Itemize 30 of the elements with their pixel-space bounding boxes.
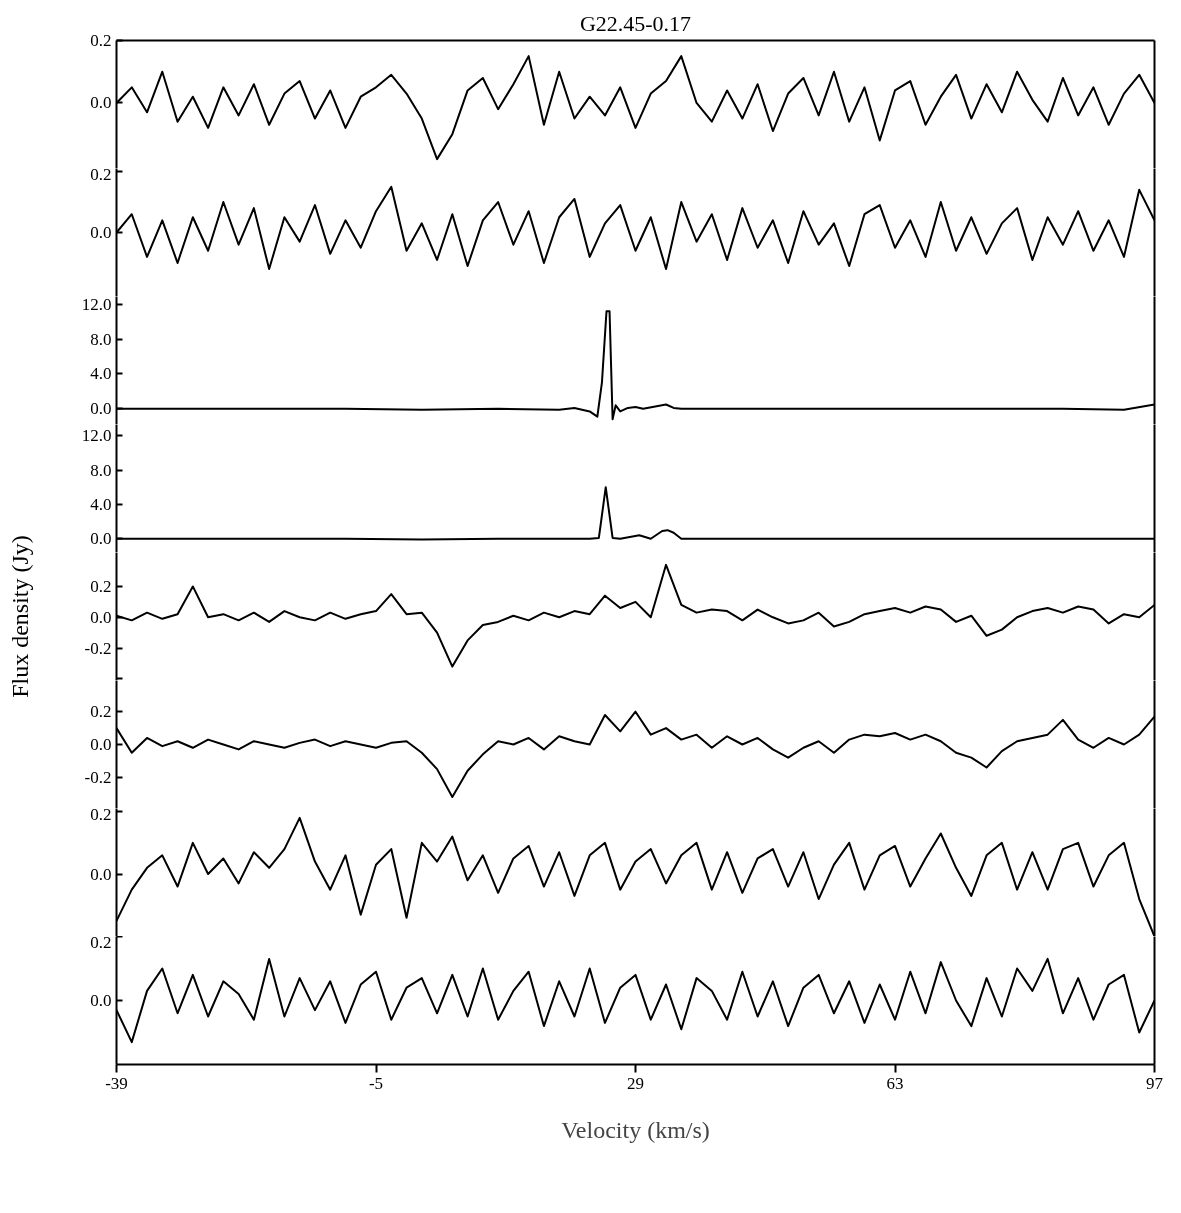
y-tick-label: 0.2 bbox=[90, 932, 112, 952]
chart-title: G22.45-0.17 bbox=[579, 10, 692, 36]
y-tick-label: 8.0 bbox=[90, 329, 112, 349]
y-axis-title: Flux density (Jy) bbox=[7, 535, 34, 698]
y-tick-label: 0.0 bbox=[90, 991, 112, 1010]
y-tick-label: 0.0 bbox=[90, 864, 112, 884]
y-tick-label: 0.2 bbox=[90, 804, 112, 824]
y-tick-label: 0.2 bbox=[90, 702, 112, 722]
y-tick-label: 0.0 bbox=[90, 529, 112, 549]
y-tick-label: 0.2 bbox=[90, 164, 112, 184]
y-tick-label: -0.2 bbox=[84, 767, 112, 787]
y-tick-label: 0.2 bbox=[90, 576, 112, 596]
x-tick-label: 63 bbox=[886, 1073, 904, 1093]
x-tick-label: 29 bbox=[627, 1073, 644, 1093]
y-tick-label: 0.0 bbox=[90, 93, 112, 113]
x-tick-label: -39 bbox=[105, 1073, 128, 1093]
y-tick-label: 0.0 bbox=[90, 607, 112, 627]
x-tick-label: 97 bbox=[1146, 1073, 1164, 1093]
y-tick-label: 8.0 bbox=[90, 460, 112, 480]
y-tick-label: 0.2 bbox=[90, 31, 112, 50]
y-tick-label: 0.0 bbox=[90, 399, 112, 419]
y-tick-label: 12.0 bbox=[81, 426, 112, 446]
y-tick-label: 12.0 bbox=[81, 294, 112, 314]
y-tick-label: 4.0 bbox=[90, 494, 112, 514]
x-axis-title: Velocity (km/s) bbox=[561, 1116, 710, 1143]
y-tick-label: 4.0 bbox=[90, 364, 112, 384]
y-tick-label: 0.0 bbox=[90, 735, 112, 754]
x-tick-label: -5 bbox=[368, 1073, 384, 1093]
y-tick-label: 0.0 bbox=[90, 223, 112, 242]
y-tick-label: -0.2 bbox=[84, 638, 112, 658]
